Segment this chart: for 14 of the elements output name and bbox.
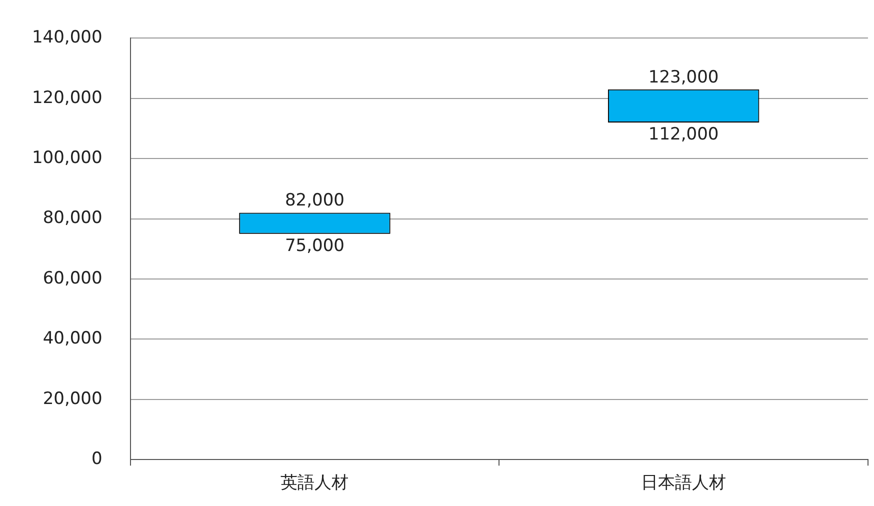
annotation: 123,000	[648, 67, 719, 88]
y-tick-label: 120,000	[32, 88, 102, 108]
annotation: 75,000	[284, 236, 344, 256]
annotation: 112,000	[648, 124, 719, 144]
y-tick-label: 80,000	[42, 208, 102, 228]
annotation: 82,000	[284, 190, 344, 211]
x-tick-label: 英語人材	[280, 473, 349, 494]
y-tick-label: 0	[91, 449, 102, 470]
y-tick-label: 20,000	[42, 388, 102, 409]
y-tick-label: 60,000	[42, 268, 102, 288]
x-tick-label: 日本語人材	[641, 473, 726, 494]
y-tick-label: 40,000	[42, 328, 102, 349]
y-tick-label: 140,000	[32, 28, 102, 48]
y-tick-label: 100,000	[32, 148, 102, 168]
